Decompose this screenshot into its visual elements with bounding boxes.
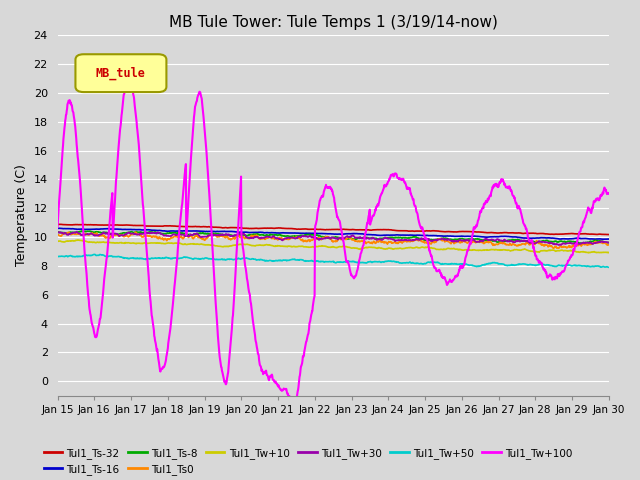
Y-axis label: Temperature (C): Temperature (C) <box>15 165 28 266</box>
Text: MB_tule: MB_tule <box>96 67 146 80</box>
FancyBboxPatch shape <box>76 54 166 92</box>
Title: MB Tule Tower: Tule Temps 1 (3/19/14-now): MB Tule Tower: Tule Temps 1 (3/19/14-now… <box>169 15 498 30</box>
Legend: Tul1_Ts-32, Tul1_Ts-16, Tul1_Ts-8, Tul1_Ts0, Tul1_Tw+10, Tul1_Tw+30, Tul1_Tw+50,: Tul1_Ts-32, Tul1_Ts-16, Tul1_Ts-8, Tul1_… <box>44 448 572 475</box>
